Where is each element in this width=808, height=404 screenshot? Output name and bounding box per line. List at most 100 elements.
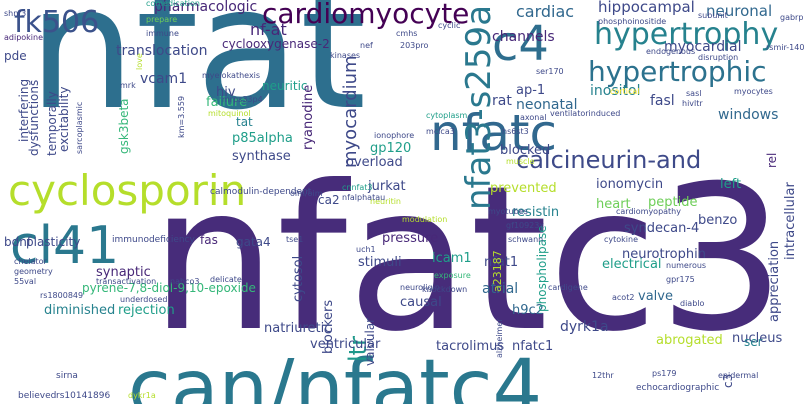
word-cytokine: cytokine [604, 235, 639, 244]
word-neurotrophin: neurotrophin [622, 247, 706, 262]
word-nfat3-s259a: nfat3-s259a [459, 4, 499, 210]
word-adipokine: adipokine [4, 33, 44, 42]
word-nucleus: nucleus [732, 331, 783, 346]
word-cmhs: cmhs [396, 29, 418, 38]
word-valve: valve [638, 289, 673, 304]
word-cnnfat3: cnnfat3 [342, 183, 373, 192]
word-gabrp: gabrp [780, 13, 804, 22]
word-ryanodine: ryanodine [301, 84, 316, 150]
word-neuroligin: neuroligin [400, 283, 440, 292]
word-knockdown: knockdown [422, 285, 468, 294]
word-vcam1: vcam1 [140, 71, 188, 87]
word-nfalphatau: nfalphatau [342, 193, 386, 202]
word-hypertrophy: hypertrophy [594, 17, 779, 52]
word-gpr175: gpr175 [666, 275, 695, 284]
word-natriuretic: natriuretic [264, 321, 332, 336]
word-ionophore: ionophore [374, 131, 415, 140]
word-blocked: blocked [500, 143, 551, 158]
word-sarcoplasmic: sarcoplasmic [75, 101, 84, 154]
word-gata4: gata4 [236, 235, 271, 249]
word-gf10923x: gf10923x [506, 221, 545, 230]
word-myocardium: myocardium [340, 55, 361, 168]
word-myocytes: myocytes [734, 87, 773, 96]
word-neuritin: neuritin [370, 197, 402, 206]
word-stimuli: stimuli [358, 255, 402, 270]
word-sirna: sirna [56, 371, 78, 381]
word-tse1: tse1 [286, 235, 304, 244]
word-disruption: disruption [698, 53, 739, 62]
word-acot2: acot2 [612, 293, 635, 302]
word-ionomycin: ionomycin [596, 177, 664, 192]
word-nfat1: nfat1 [484, 255, 519, 270]
word-cardiomyopathy: cardiomyopathy [616, 207, 681, 216]
word-synthase: synthase [232, 149, 291, 164]
word-comedication: comedication [146, 0, 200, 8]
word-tacrolimus: tacrolimus [436, 339, 505, 354]
word-cytoplasm: cytoplasm [426, 111, 468, 120]
word-hivltr: hivltr [682, 99, 703, 108]
word-uch1: uch1 [356, 245, 376, 254]
word-nfatc: nfatc [430, 104, 558, 162]
word-pharmacologic: pharmacologic [154, 0, 258, 15]
word-rs1800849: rs1800849 [40, 291, 84, 300]
word-gp120: gp120 [370, 141, 412, 156]
word-love: love [135, 53, 144, 70]
word-abrogated: abrogated [656, 333, 723, 348]
word-rsmir-140: rsmir-140 [766, 43, 805, 52]
word-bdnf: bdnf [4, 235, 32, 249]
word-failure: failure [206, 95, 248, 110]
word-myotubes: myotubes [488, 207, 528, 216]
word-gsk3beta: gsk3beta [117, 98, 131, 154]
word-12thr: 12thr [592, 371, 614, 380]
word-rat: rat [492, 93, 512, 109]
word-dyrk1a: dyrk1a [560, 319, 609, 335]
word-chelator: chelator [14, 257, 47, 266]
word-fas: fas [200, 233, 218, 247]
word-cardiac: cardiac [516, 2, 575, 21]
word-ps179: ps179 [652, 369, 677, 378]
word-nf-at: nf-at [250, 20, 287, 39]
word-km: km=3.559 [177, 95, 186, 138]
word-intracellular: intracellular [783, 182, 798, 260]
word-nfatc1: nfatc1 [512, 339, 554, 354]
word-endogenous: endogenous [646, 47, 696, 56]
word-neuronal: neuronal [706, 2, 773, 20]
word-ca2: ca2 [318, 193, 340, 207]
word-echocardiographic: echocardiographic [636, 383, 720, 393]
word-mrps33p4: mrps33p4 [222, 95, 263, 104]
word-pyrene: pyrene-7,8-diol-9,10-epoxide [82, 281, 256, 295]
word-can-nfatc4: can/nfatc4 [128, 344, 543, 404]
word-h9c2: h9c2 [512, 303, 544, 318]
word-pde: pde [4, 49, 27, 63]
word-c4: c4 [492, 16, 549, 72]
word-nfatc3: nfatc3 [150, 143, 786, 376]
word-203pro: 203pro [400, 41, 429, 50]
word-epidermal: epidermal [718, 371, 759, 380]
word-electrical: electrical [602, 257, 662, 272]
word-schwann: schwann [508, 235, 544, 244]
word-diminished: diminished [44, 303, 116, 318]
word-oim: oim/oim [290, 189, 323, 198]
word-cortical: cortical [610, 87, 640, 96]
word-rs10141896: rs10141896 [56, 391, 111, 401]
word-windows: windows [718, 107, 779, 123]
word-mrk: mrk [120, 81, 136, 90]
word-diablo: diablo [680, 299, 705, 308]
word-jurkat: jurkat [368, 179, 406, 194]
word-cyclooxygenase-2: cyclooxygenase-2 [222, 37, 330, 51]
word-myocardial: myocardial [664, 39, 742, 55]
word-appreciation: appreciation [767, 240, 782, 322]
word-rejection: rejection [118, 303, 175, 318]
word-axonal: axonal [520, 113, 547, 122]
word-delicate: delicate [210, 275, 242, 284]
word-kinases: kinases [330, 51, 361, 60]
word-left: left [720, 177, 742, 192]
word-tat: tat [236, 115, 253, 129]
word-benzo: benzo [698, 213, 738, 228]
word-heart: heart [596, 197, 631, 212]
word-believed: believed [18, 391, 57, 401]
word-phosphoinositide: phosphoinositide [598, 17, 667, 26]
word-geometry: geometry [14, 267, 53, 276]
word-prevented: prevented [490, 181, 557, 196]
word-immunodeficiency: immunodeficiency [112, 235, 195, 245]
